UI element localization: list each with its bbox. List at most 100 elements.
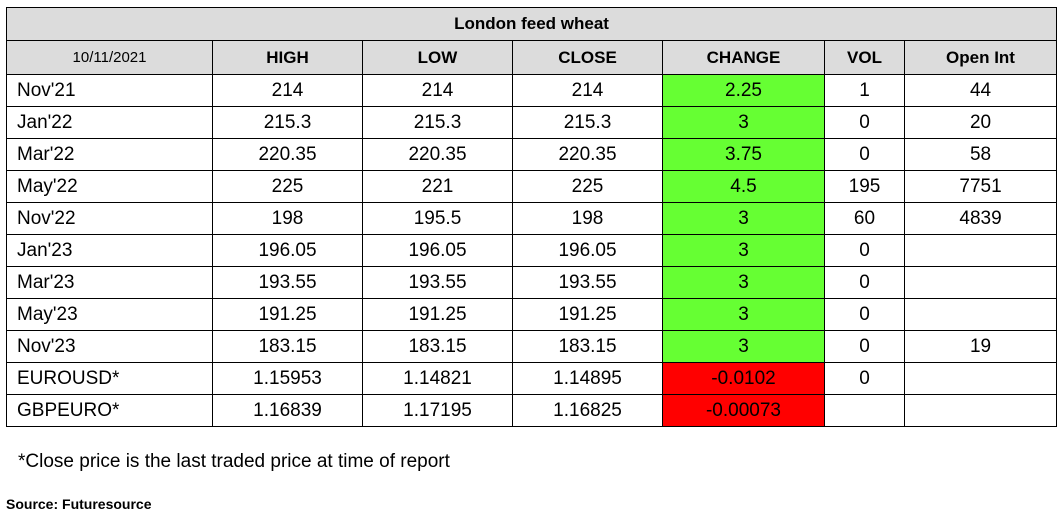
change-cell: 3: [662, 298, 825, 331]
vol-cell: 0: [824, 106, 905, 139]
vol-cell: 0: [824, 138, 905, 171]
change-cell: 3: [662, 202, 825, 235]
high-cell: 220.35: [212, 138, 363, 171]
table-row: EUROUSD* 1.15953 1.14821 1.14895 -0.0102 0: [6, 362, 1058, 395]
column-header-open-int: Open Int: [903, 40, 1058, 75]
vol-cell: [824, 394, 905, 427]
change-cell: -0.00073: [662, 394, 825, 427]
vol-cell: 0: [824, 266, 905, 299]
open-int-cell: [903, 266, 1058, 299]
change-cell: 3: [662, 330, 825, 363]
change-cell: 3: [662, 234, 825, 267]
column-header-low: LOW: [362, 40, 513, 75]
change-cell: 3: [662, 266, 825, 299]
low-cell: 1.14821: [362, 362, 513, 395]
high-cell: 1.15953: [212, 362, 363, 395]
close-cell: 214: [512, 74, 663, 107]
table-row: Nov'22 198 195.5 198 3 60 4839: [6, 202, 1058, 235]
high-cell: 198: [212, 202, 363, 235]
vol-cell: 1: [824, 74, 905, 107]
open-int-cell: [903, 362, 1058, 395]
low-cell: 220.35: [362, 138, 513, 171]
high-cell: 225: [212, 170, 363, 203]
table-title: London feed wheat: [5, 7, 1058, 41]
close-cell: 220.35: [512, 138, 663, 171]
high-cell: 215.3: [212, 106, 363, 139]
table-row: May'23 191.25 191.25 191.25 3 0: [6, 298, 1058, 331]
vol-cell: 60: [824, 202, 905, 235]
open-int-cell: 19: [903, 330, 1058, 363]
low-cell: 195.5: [362, 202, 513, 235]
close-cell: 193.55: [512, 266, 663, 299]
table-row: Jan'22 215.3 215.3 215.3 3 0 20: [6, 106, 1058, 139]
column-header-close: CLOSE: [512, 40, 663, 75]
source-credit: Source: Futuresource: [6, 496, 152, 512]
table-row: GBPEURO* 1.16839 1.17195 1.16825 -0.00073: [6, 394, 1058, 427]
column-header-high: HIGH: [212, 40, 363, 75]
contract-name: GBPEURO*: [6, 394, 213, 427]
open-int-cell: 7751: [903, 170, 1058, 203]
table-row: Jan'23 196.05 196.05 196.05 3 0: [6, 234, 1058, 267]
contract-name: Jan'23: [6, 234, 213, 267]
column-header-vol: VOL: [824, 40, 905, 75]
contract-name: Nov'22: [6, 202, 213, 235]
contract-name: Mar'22: [6, 138, 213, 171]
vol-cell: 0: [824, 362, 905, 395]
high-cell: 191.25: [212, 298, 363, 331]
open-int-cell: [903, 298, 1058, 331]
low-cell: 196.05: [362, 234, 513, 267]
high-cell: 196.05: [212, 234, 363, 267]
open-int-cell: 4839: [903, 202, 1058, 235]
contract-name: Nov'21: [6, 74, 213, 107]
table-row: Nov'23 183.15 183.15 183.15 3 0 19: [6, 330, 1058, 363]
close-cell: 1.14895: [512, 362, 663, 395]
high-cell: 183.15: [212, 330, 363, 363]
vol-cell: 0: [824, 298, 905, 331]
contract-name: May'23: [6, 298, 213, 331]
contract-name: EUROUSD*: [6, 362, 213, 395]
close-cell: 1.16825: [512, 394, 663, 427]
low-cell: 183.15: [362, 330, 513, 363]
footnote: *Close price is the last traded price at…: [18, 451, 450, 472]
open-int-cell: 58: [903, 138, 1058, 171]
close-cell: 183.15: [512, 330, 663, 363]
contract-name: Jan'22: [6, 106, 213, 139]
open-int-cell: 20: [903, 106, 1058, 139]
vol-cell: 0: [824, 234, 905, 267]
low-cell: 191.25: [362, 298, 513, 331]
header-row: 10/11/2021 HIGH LOW CLOSE CHANGE VOL Ope…: [6, 40, 1058, 75]
close-cell: 191.25: [512, 298, 663, 331]
change-cell: 2.25: [662, 74, 825, 107]
vol-cell: 195: [824, 170, 905, 203]
change-cell: 3.75: [662, 138, 825, 171]
close-cell: 225: [512, 170, 663, 203]
table-row: Nov'21 214 214 214 2.25 1 44: [6, 74, 1058, 107]
contract-name: Nov'23: [6, 330, 213, 363]
low-cell: 221: [362, 170, 513, 203]
contract-name: May'22: [6, 170, 213, 203]
high-cell: 214: [212, 74, 363, 107]
vol-cell: 0: [824, 330, 905, 363]
close-cell: 196.05: [512, 234, 663, 267]
table-row: Mar'23 193.55 193.55 193.55 3 0: [6, 266, 1058, 299]
report-date: 10/11/2021: [6, 40, 213, 75]
high-cell: 193.55: [212, 266, 363, 299]
wheat-prices-table: London feed wheat 10/11/2021 HIGH LOW CL…: [5, 7, 1058, 427]
table-row: Mar'22 220.35 220.35 220.35 3.75 0 58: [6, 138, 1058, 171]
high-cell: 1.16839: [212, 394, 363, 427]
low-cell: 214: [362, 74, 513, 107]
change-cell: 3: [662, 106, 825, 139]
open-int-cell: [903, 394, 1058, 427]
low-cell: 193.55: [362, 266, 513, 299]
change-cell: -0.0102: [662, 362, 825, 395]
open-int-cell: 44: [903, 74, 1058, 107]
low-cell: 1.17195: [362, 394, 513, 427]
column-header-change: CHANGE: [662, 40, 825, 75]
close-cell: 198: [512, 202, 663, 235]
table-row: May'22 225 221 225 4.5 195 7751: [6, 170, 1058, 203]
contract-name: Mar'23: [6, 266, 213, 299]
change-cell: 4.5: [662, 170, 825, 203]
close-cell: 215.3: [512, 106, 663, 139]
open-int-cell: [903, 234, 1058, 267]
low-cell: 215.3: [362, 106, 513, 139]
